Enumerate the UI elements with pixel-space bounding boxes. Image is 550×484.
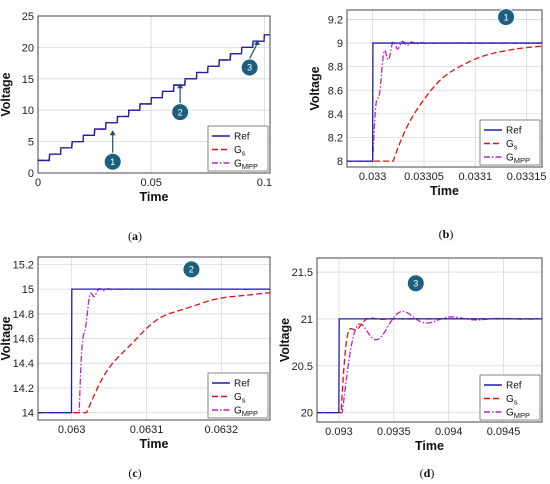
x-tick-label: 0.033 — [359, 171, 387, 183]
y-tick-label: 14.6 — [13, 334, 34, 346]
panel-b: 0.033 0.03305 0.0331 0.03315 8 8.2 8.4 8.6 8.8 9 9… — [308, 8, 547, 241]
y-tick-label: 9 — [337, 38, 343, 50]
panel-caption: (b) — [439, 227, 454, 241]
x-tick-label: 0.0331 — [458, 171, 492, 183]
marker-badge: 1 — [103, 130, 122, 171]
y-axis-label: Voltage — [0, 72, 13, 116]
panel-caption: (a) — [128, 229, 142, 243]
x-axis-label: Time — [430, 184, 459, 198]
y-tick-label: 15.2 — [13, 259, 34, 271]
series-line-ref — [38, 34, 270, 162]
x-tick-label: 0.05 — [140, 177, 161, 189]
panel-caption: (c) — [128, 466, 141, 480]
y-tick-label: 21.5 — [292, 267, 313, 279]
panel-d: 0.093 0.0935 0.094 0.0945 20 20.5 21 21.5 Time Vo… — [278, 257, 543, 480]
legend-entry-label: Gs — [234, 392, 246, 405]
y-tick-label: 21 — [301, 314, 313, 326]
panel-a: 0 0.05 0.1 0 5 10 15 20 25 Time Voltage (a) Ref GsGMP… — [0, 11, 272, 243]
x-tick-label: 0.03305 — [404, 171, 444, 183]
y-tick-label: 5 — [28, 137, 34, 149]
x-tick-label: 0.0632 — [205, 424, 239, 436]
y-tick-label: 8.8 — [328, 62, 343, 74]
y-tick-label: 8.6 — [328, 85, 343, 97]
series-line-g-mpp — [317, 310, 542, 414]
series-line-g-s — [38, 292, 270, 414]
plot-frame — [37, 256, 271, 421]
panel-caption: (d) — [420, 466, 435, 480]
marker-number: 3 — [413, 279, 418, 289]
legend-entry-label: Gs — [234, 145, 246, 158]
legend-entry-label: Ref — [506, 126, 522, 137]
legend-entry-label: GMPP — [506, 408, 530, 421]
y-tick-label: 20.5 — [292, 361, 313, 373]
legend-entry-label: Ref — [506, 381, 522, 392]
series-line-g-s — [347, 45, 542, 162]
y-tick-label: 15 — [22, 74, 34, 86]
y-tick-label: 14.4 — [13, 358, 34, 370]
y-tick-label: 10 — [22, 105, 34, 117]
y-tick-label: 14 — [22, 408, 34, 420]
x-axis-label: Time — [415, 439, 444, 453]
y-axis-label: Voltage — [308, 66, 322, 110]
marker-number: 2 — [178, 107, 183, 117]
y-tick-label: 14.2 — [13, 383, 34, 395]
y-tick-label: 8 — [337, 156, 343, 168]
marker-number: 2 — [189, 265, 194, 275]
x-tick-label: 0.0945 — [487, 426, 521, 438]
legend-entry-label: Gs — [506, 394, 518, 407]
series-line-ref — [347, 42, 542, 162]
plot-frame — [37, 15, 271, 174]
panel-c: 0.063 0.0631 0.0632 14 14.2 14.4 14.6 14.8 15 15.… — [0, 256, 271, 480]
x-tick-label: 0.0631 — [130, 424, 164, 436]
marker-badge: 1 — [497, 8, 516, 27]
y-tick-label: 15 — [22, 284, 34, 296]
y-axis-label: Voltage — [278, 318, 292, 362]
x-tick-label: 0.0935 — [377, 426, 411, 438]
x-tick-label: 0.1 — [257, 177, 272, 189]
series-line-ref — [317, 318, 542, 414]
marker-badge: 3 — [240, 39, 261, 77]
y-tick-label: 9.2 — [328, 14, 343, 26]
marker-badge: 3 — [406, 274, 425, 293]
marker-badge: 2 — [182, 260, 201, 279]
x-axis-label: Time — [140, 190, 169, 204]
marker-number: 1 — [504, 12, 509, 22]
x-tick-label: 0.094 — [435, 426, 463, 438]
x-tick-label: 0.063 — [58, 424, 86, 436]
legend-entry-label: GMPP — [506, 153, 530, 166]
legend-entry-label: GMPP — [234, 406, 258, 419]
marker-number: 3 — [247, 63, 252, 73]
legend-entry-label: Gs — [506, 139, 518, 152]
x-axis-label: Time — [140, 437, 169, 451]
series-line-ref — [38, 288, 270, 414]
plot-frame — [316, 257, 543, 423]
y-tick-label: 20 — [301, 408, 313, 420]
x-tick-label: 0.093 — [325, 426, 353, 438]
legend-entry-label: Ref — [234, 132, 250, 143]
y-tick-label: 20 — [22, 42, 34, 54]
y-tick-label: 0 — [28, 168, 34, 180]
marker-number: 1 — [110, 157, 115, 167]
y-tick-label: 8.4 — [328, 109, 343, 121]
plot-frame — [346, 9, 543, 168]
marker-badge: 2 — [171, 83, 190, 122]
y-axis-label: Voltage — [0, 316, 13, 360]
y-tick-label: 8.2 — [328, 132, 343, 144]
y-tick-label: 25 — [22, 11, 34, 23]
x-tick-label: 0 — [35, 177, 41, 189]
legend-entry-label: GMPP — [234, 159, 258, 172]
legend-entry-label: Ref — [234, 379, 250, 390]
y-tick-label: 14.8 — [13, 309, 34, 321]
x-tick-label: 0.03315 — [507, 171, 547, 183]
